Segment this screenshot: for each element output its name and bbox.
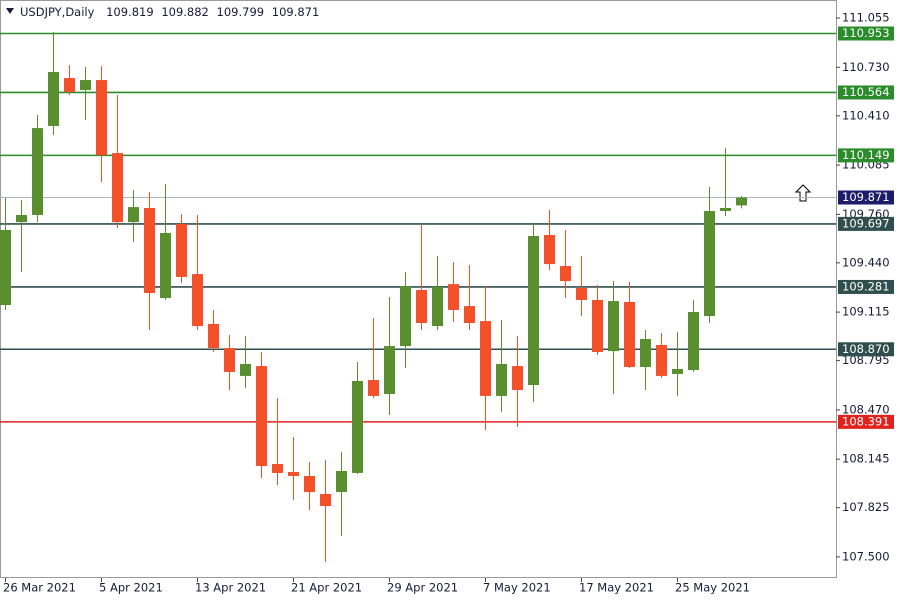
candle-body bbox=[496, 363, 507, 396]
candle-body bbox=[224, 348, 235, 372]
candle-body bbox=[240, 363, 251, 376]
y-tick-label: 107.825 bbox=[842, 500, 890, 514]
y-tick-label: 110.410 bbox=[842, 108, 890, 122]
candle-body bbox=[128, 207, 139, 223]
header-low: 109.799 bbox=[217, 5, 265, 19]
y-tick-label: 109.440 bbox=[842, 255, 890, 269]
y-tick-label: 108.145 bbox=[842, 452, 890, 466]
candle-body bbox=[336, 470, 347, 493]
y-tick-label: 108.470 bbox=[842, 402, 890, 416]
y-tick-label: 107.500 bbox=[842, 549, 890, 563]
level-label: 110.149 bbox=[842, 148, 890, 162]
candle-body bbox=[560, 266, 571, 282]
candle-body bbox=[432, 286, 443, 327]
candle-body bbox=[720, 207, 731, 212]
x-tick-label: 25 May 2021 bbox=[675, 581, 750, 595]
candle-body bbox=[64, 78, 75, 93]
candle-body bbox=[352, 380, 363, 473]
candle-body bbox=[704, 211, 715, 317]
candle-body bbox=[272, 464, 283, 473]
candle-body bbox=[576, 288, 587, 300]
x-tick-label: 17 May 2021 bbox=[579, 581, 654, 595]
candle-body bbox=[624, 301, 635, 367]
candle-body bbox=[32, 128, 43, 215]
candle-body bbox=[256, 366, 267, 466]
candle-body bbox=[208, 323, 219, 349]
candle-body bbox=[384, 346, 395, 394]
candle-body bbox=[16, 214, 27, 223]
candle-body bbox=[480, 321, 491, 396]
chart-title: USDJPY,Daily bbox=[20, 5, 95, 19]
level-label-box bbox=[838, 85, 894, 100]
candle-body bbox=[528, 236, 539, 386]
level-label: 110.953 bbox=[842, 26, 890, 40]
candle-body bbox=[736, 197, 747, 206]
x-tick-label: 26 Mar 2021 bbox=[3, 581, 76, 595]
candle-body bbox=[656, 345, 667, 376]
y-tick-label: 108.795 bbox=[842, 353, 890, 367]
header-high: 109.882 bbox=[161, 5, 209, 19]
candle-body bbox=[48, 72, 59, 126]
header: USDJPY,Daily 109.819 109.882 109.799 109… bbox=[20, 5, 319, 19]
x-tick-label: 5 Apr 2021 bbox=[99, 581, 163, 595]
level-label: 109.697 bbox=[842, 216, 890, 230]
header-close: 109.871 bbox=[272, 5, 320, 19]
candle-body bbox=[176, 224, 187, 277]
candle-body bbox=[160, 232, 171, 299]
level-label-box bbox=[838, 148, 894, 163]
level-label: 110.564 bbox=[842, 85, 890, 99]
collapse-icon[interactable] bbox=[6, 8, 14, 14]
candle-body bbox=[512, 366, 523, 391]
level-label-box bbox=[838, 26, 894, 41]
candle-body bbox=[640, 338, 651, 367]
x-tick-label: 21 Apr 2021 bbox=[291, 581, 362, 595]
buy-arrow-icon bbox=[794, 184, 812, 202]
level-label-box bbox=[838, 414, 894, 429]
header-open: 109.819 bbox=[106, 5, 154, 19]
y-tick-label: 110.730 bbox=[842, 60, 890, 74]
candle-body bbox=[608, 301, 619, 352]
candle-body bbox=[304, 475, 315, 493]
y-tick-label: 111.055 bbox=[842, 11, 890, 25]
candle-body bbox=[0, 229, 11, 305]
x-tick-label: 7 May 2021 bbox=[483, 581, 551, 595]
candle-body bbox=[112, 153, 123, 223]
level-label-box bbox=[838, 342, 894, 357]
x-tick-label: 29 Apr 2021 bbox=[387, 581, 458, 595]
candle-body bbox=[400, 286, 411, 347]
candle-body bbox=[672, 368, 683, 374]
candle-body bbox=[544, 234, 555, 265]
candle-body bbox=[464, 306, 475, 324]
candle-body bbox=[288, 472, 299, 476]
candle-body bbox=[448, 284, 459, 310]
candle-body bbox=[368, 380, 379, 396]
y-tick-label: 109.115 bbox=[842, 305, 890, 319]
level-label: 109.281 bbox=[842, 279, 890, 293]
level-label-box bbox=[838, 279, 894, 294]
candle-body bbox=[416, 289, 427, 324]
x-tick-label: 13 Apr 2021 bbox=[195, 581, 266, 595]
last-price-label: 109.871 bbox=[842, 190, 890, 204]
candle-body bbox=[592, 299, 603, 352]
last-price-box bbox=[838, 190, 894, 205]
candle-body bbox=[96, 80, 107, 156]
level-label-box bbox=[838, 216, 894, 231]
candle-body bbox=[80, 80, 91, 91]
level-label: 108.391 bbox=[842, 414, 890, 428]
candle-body bbox=[192, 274, 203, 327]
candle-body bbox=[320, 494, 331, 506]
level-label: 108.870 bbox=[842, 342, 890, 356]
candle-body bbox=[144, 207, 155, 294]
candle-body bbox=[688, 311, 699, 371]
